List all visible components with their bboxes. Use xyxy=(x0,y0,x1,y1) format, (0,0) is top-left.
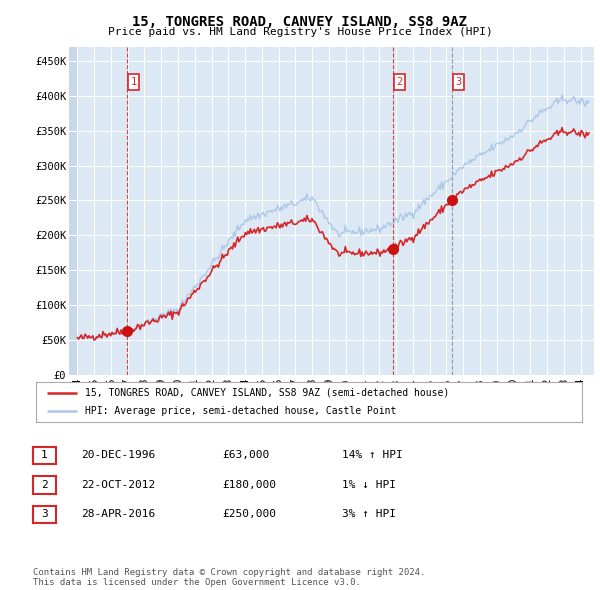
Text: Price paid vs. HM Land Registry's House Price Index (HPI): Price paid vs. HM Land Registry's House … xyxy=(107,27,493,37)
Bar xyxy=(69,47,77,375)
Text: 22-OCT-2012: 22-OCT-2012 xyxy=(81,480,155,490)
Text: 3% ↑ HPI: 3% ↑ HPI xyxy=(342,510,396,519)
Text: £180,000: £180,000 xyxy=(222,480,276,490)
Text: 1: 1 xyxy=(131,77,137,87)
Text: 15, TONGRES ROAD, CANVEY ISLAND, SS8 9AZ (semi-detached house): 15, TONGRES ROAD, CANVEY ISLAND, SS8 9AZ… xyxy=(85,388,449,398)
Text: HPI: Average price, semi-detached house, Castle Point: HPI: Average price, semi-detached house,… xyxy=(85,406,397,416)
Text: 3: 3 xyxy=(455,77,461,87)
Text: £250,000: £250,000 xyxy=(222,510,276,519)
Text: Contains HM Land Registry data © Crown copyright and database right 2024.
This d: Contains HM Land Registry data © Crown c… xyxy=(33,568,425,587)
Text: 15, TONGRES ROAD, CANVEY ISLAND, SS8 9AZ: 15, TONGRES ROAD, CANVEY ISLAND, SS8 9AZ xyxy=(133,15,467,29)
Text: 2: 2 xyxy=(396,77,403,87)
Text: 20-DEC-1996: 20-DEC-1996 xyxy=(81,451,155,460)
Text: 2: 2 xyxy=(41,480,48,490)
Text: 28-APR-2016: 28-APR-2016 xyxy=(81,510,155,519)
Text: £63,000: £63,000 xyxy=(222,451,269,460)
Text: 3: 3 xyxy=(41,510,48,519)
Text: 14% ↑ HPI: 14% ↑ HPI xyxy=(342,451,403,460)
Text: 1: 1 xyxy=(41,451,48,460)
Text: 1% ↓ HPI: 1% ↓ HPI xyxy=(342,480,396,490)
